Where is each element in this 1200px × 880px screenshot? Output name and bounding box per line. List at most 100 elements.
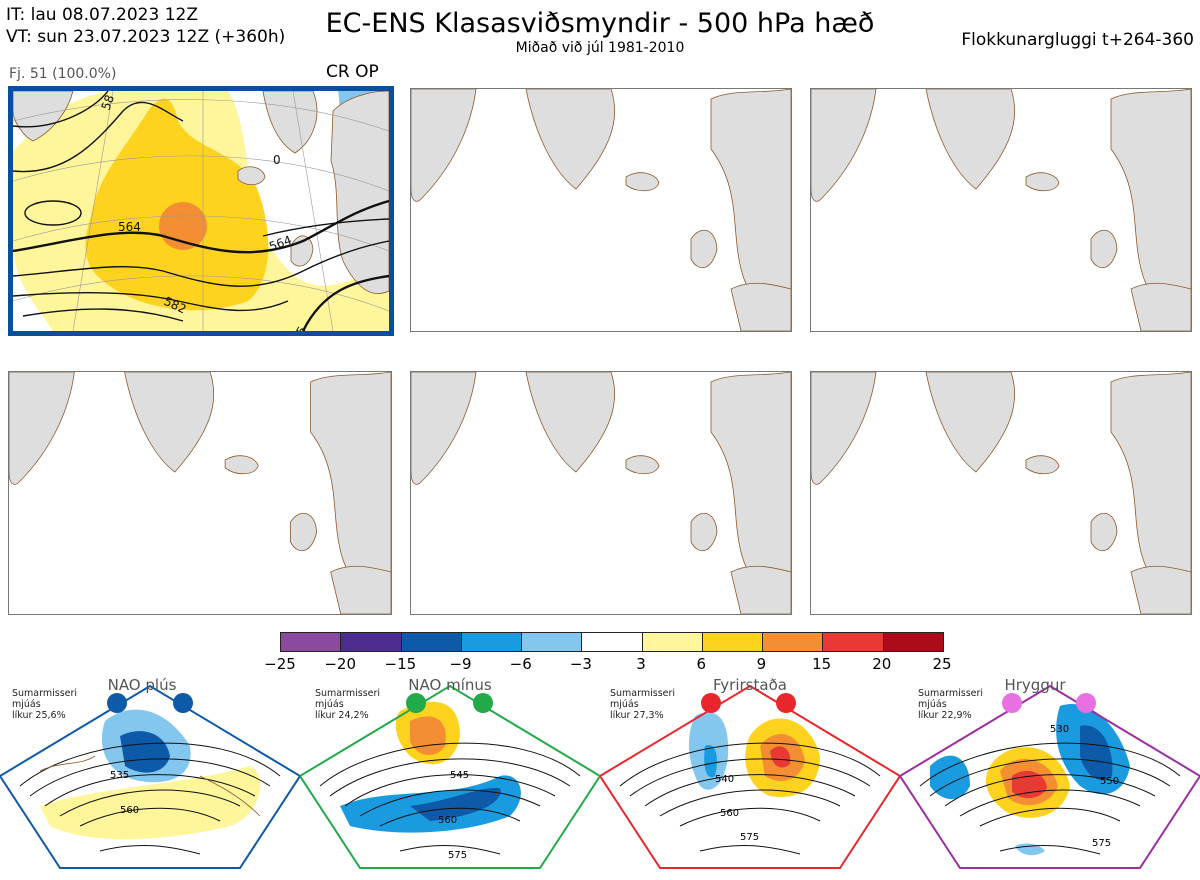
land-europe <box>730 282 791 331</box>
regime-map-4: 530 550 575 <box>898 684 1200 869</box>
cluster-panel-3[interactable] <box>810 88 1192 332</box>
colorbar-segment <box>281 633 342 651</box>
colorbar-tick-label: 20 <box>872 655 892 673</box>
regime-contour-label: 575 <box>448 850 467 861</box>
header-info: IT: lau 08.07.2023 12Z VT: sun 23.07.202… <box>6 4 285 48</box>
regime-dot <box>1076 693 1096 713</box>
regime-meta: Sumarmisseri mjúás líkur 25,6% <box>12 688 77 721</box>
colorbar-segment <box>341 633 402 651</box>
cluster-tag: CR OP <box>326 62 379 82</box>
page-title: EC-ENS Klasasviðsmyndir - 500 hPa hæð <box>325 8 875 39</box>
colorbar-tick-label: −25 <box>264 655 296 673</box>
classification-window: Flokkunargluggi t+264-360 <box>961 30 1194 50</box>
contour-label: 0 <box>273 153 281 167</box>
colorbar-tick-label: −9 <box>449 655 472 673</box>
land-west <box>811 372 877 485</box>
colorbar-tick-label: −6 <box>509 655 532 673</box>
regime-probability: líkur 27,3% <box>610 710 664 721</box>
land-europe <box>1130 282 1191 331</box>
regime-contour-label: 575 <box>1092 838 1111 849</box>
regime-contour-label: 550 <box>1100 776 1119 787</box>
land-west <box>411 372 477 485</box>
colorbar-segment <box>702 633 764 651</box>
colorbar-tick-label: 15 <box>812 655 832 673</box>
regime-meta: Sumarmisseri mjúás líkur 24,2% <box>315 688 380 721</box>
initial-time: IT: lau 08.07.2023 12Z <box>6 5 198 25</box>
land-scandinavia <box>710 372 791 595</box>
colorbar-segment <box>582 633 643 651</box>
cluster-map-4 <box>9 372 391 614</box>
contours <box>13 91 389 331</box>
land-west <box>811 89 877 202</box>
land-scandinavia <box>710 89 791 312</box>
land-west <box>9 372 75 485</box>
colorbar-tick-label: 25 <box>932 655 952 673</box>
colorbar-segment <box>401 633 462 651</box>
colorbar-segment <box>883 633 943 651</box>
land-british-isles <box>1090 512 1118 552</box>
regime-dot <box>173 693 193 713</box>
land-iceland <box>1025 172 1060 192</box>
regime-probability: líkur 22,9% <box>918 710 972 721</box>
regime-probability: líkur 25,6% <box>12 710 66 721</box>
regime-meta: Sumarmisseri mjúás líkur 27,3% <box>610 688 675 721</box>
cluster-panel-2[interactable] <box>410 88 792 332</box>
cluster-panel-1[interactable]: 564 564 582 58 0 5 <box>8 86 394 336</box>
regime-contour-label: 530 <box>1050 724 1069 735</box>
regime-meta: Sumarmisseri mjúás líkur 22,9% <box>918 688 983 721</box>
contour-label: 564 <box>118 220 141 234</box>
regime-dot <box>776 693 796 713</box>
land-europe <box>330 565 391 614</box>
regime-panel-1: 535 560 Sumarmisseri mjúás líkur 25,6% N… <box>0 676 302 876</box>
land-greenland <box>925 372 1016 473</box>
regime-dot <box>473 693 493 713</box>
regime-smoothing: mjúás <box>12 699 41 710</box>
land-europe <box>1130 565 1191 614</box>
regime-map-3: 540 560 575 <box>598 684 902 869</box>
valid-time: VT: sun 23.07.2023 12Z (+360h) <box>6 27 286 47</box>
colorbar-segment <box>461 633 523 651</box>
regime-contour-label: 535 <box>110 770 129 781</box>
cluster-panel-6[interactable] <box>810 371 1192 615</box>
cluster-map-1: 564 564 582 58 0 5 <box>13 91 389 331</box>
cluster-panel-5[interactable] <box>410 371 792 615</box>
regime-title: Fyrirstaða <box>713 676 787 694</box>
cluster-panel-4[interactable] <box>8 371 392 615</box>
page-subtitle: Miðað við júl 1981-2010 <box>515 40 685 56</box>
regime-title: NAO plús <box>107 676 177 694</box>
regime-contour-label: 575 <box>740 832 759 843</box>
regime-dot <box>1002 693 1022 713</box>
regime-title: Hryggur <box>1004 676 1066 694</box>
colorbar <box>280 632 944 652</box>
regime-contour-label: 560 <box>120 805 139 816</box>
regime-map-2: 545 560 575 <box>298 684 602 869</box>
land-greenland <box>525 372 616 473</box>
colorbar-tick-label: 6 <box>696 655 707 673</box>
regime-season: Sumarmisseri <box>610 688 676 699</box>
land-british-isles <box>690 229 718 269</box>
regime-panel-3: 540 560 575 Sumarmisseri mjúás líkur 27,… <box>598 676 902 876</box>
colorbar-tick-label: −20 <box>324 655 356 673</box>
land-british-isles <box>290 512 318 552</box>
land-greenland <box>262 91 318 154</box>
regime-title: NAO mínus <box>408 676 492 694</box>
land-british-isles <box>1090 229 1118 269</box>
regime-dot <box>107 693 127 713</box>
regime-contour-label: 560 <box>720 808 739 819</box>
contour-label: 58 <box>99 93 117 112</box>
regime-dot <box>406 693 426 713</box>
land-british-isles <box>690 512 718 552</box>
regime-map-1: 535 560 <box>0 684 302 869</box>
cluster-map-6 <box>811 372 1191 614</box>
colorbar-segment <box>522 633 583 651</box>
land-iceland <box>625 172 660 192</box>
land-greenland <box>925 89 1016 190</box>
land-scandinavia <box>1110 89 1191 312</box>
regime-panel-4: 530 550 575 Sumarmisseri mjúás líkur 22,… <box>898 676 1200 876</box>
colorbar-segment <box>642 633 703 651</box>
land-scandinavia <box>310 372 391 595</box>
regime-smoothing: mjúás <box>315 699 344 710</box>
regime-panel-2: 545 560 575 Sumarmisseri mjúás líkur 24,… <box>298 676 602 876</box>
regime-smoothing: mjúás <box>918 699 947 710</box>
regime-smoothing: mjúás <box>610 699 639 710</box>
